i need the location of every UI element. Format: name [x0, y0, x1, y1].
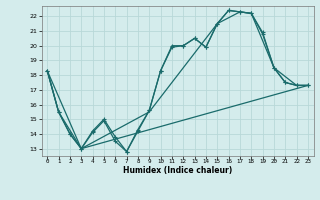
X-axis label: Humidex (Indice chaleur): Humidex (Indice chaleur) — [123, 166, 232, 175]
